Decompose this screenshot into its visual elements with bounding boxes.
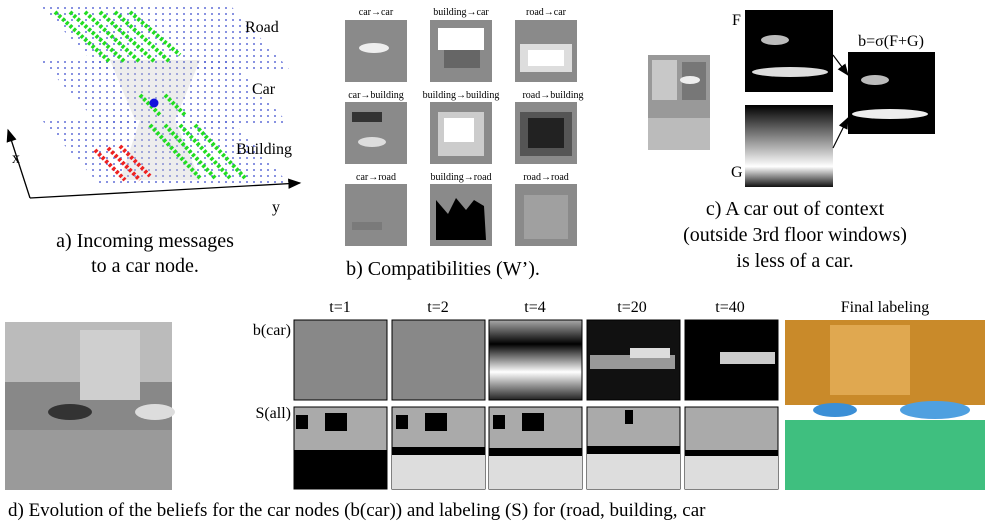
compat-label: building→car [433,7,489,18]
g-label: G [731,164,743,181]
f-label: F [732,12,741,29]
step-label: t=4 [524,299,545,316]
step-label: t=1 [329,299,350,316]
axis-label: x [12,150,20,167]
compat-label: car→car [359,7,394,18]
step-label: t=40 [715,299,744,316]
caption: (outside 3rd floor windows) [683,224,907,246]
result-label: b=σ(F+G) [858,33,924,50]
caption: b) Compatibilities (W’). [346,258,540,280]
step-label: t=20 [617,299,646,316]
compat-label: building→building [423,90,500,101]
compat-label: road→building [522,90,583,101]
caption: a) Incoming messages [56,230,234,252]
compat-label: car→road [356,172,396,183]
g-map [745,105,833,187]
caption: to a car node. [91,255,199,277]
plane-label: Car [252,81,276,98]
plane-label: Road [245,19,279,36]
compat-label: road→car [526,7,567,18]
axis-label: y [272,199,280,216]
belief-map [848,52,935,134]
row-label: S(all) [255,405,291,422]
caption: is less of a car. [736,250,853,272]
row-label: b(car) [253,322,291,339]
plane-label: Building [236,141,292,158]
f-map [745,10,833,92]
building-plane [40,118,290,185]
final-label: Final labeling [841,299,929,316]
panel-a: Road Car Building x y a) Incoming messag… [6,5,302,277]
compat-label: car→building [348,90,404,101]
caption: d) Evolution of the beliefs for the car … [8,500,706,521]
panel-c: F G b=σ(F+G) c) A car out of context (ou… [648,10,935,272]
car-plane [40,60,290,125]
compat-label: road→road [523,172,569,183]
step-label: t=2 [427,299,448,316]
panel-b: car→car building→car road→car car→buildi… [345,7,584,280]
compat-label: building→road [430,172,491,183]
caption: c) A car out of context [706,198,885,220]
road-plane [40,5,290,70]
panel-d: b(car) S(all) t=1 t=2 t=4 t=20 t=40 Fina… [5,299,985,521]
